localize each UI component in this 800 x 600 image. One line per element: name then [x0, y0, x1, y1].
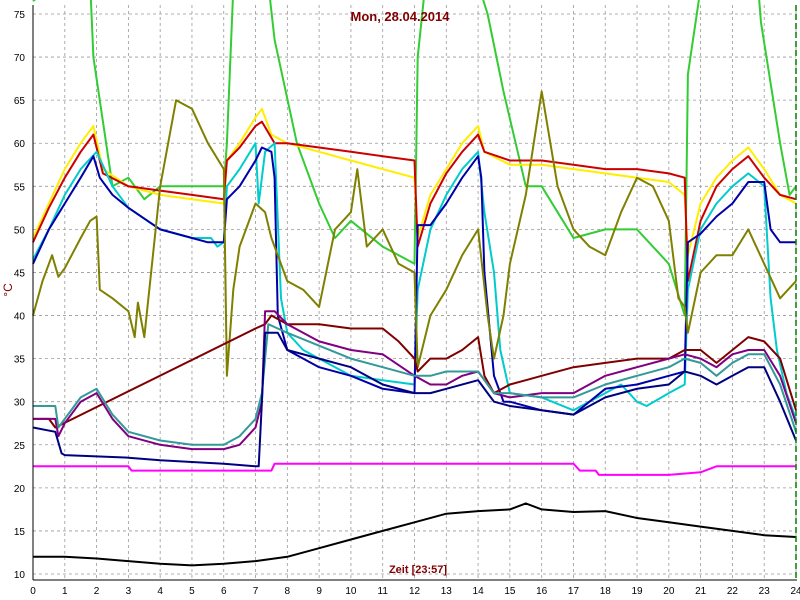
y-tick-label: 45: [14, 268, 26, 279]
y-tick-label: 70: [14, 53, 26, 64]
x-tick-label: 16: [536, 586, 548, 597]
series-line-4: [32, 142, 797, 420]
y-tick-label: 10: [14, 570, 26, 581]
series-group: [32, 0, 797, 567]
x-tick-label: 5: [189, 586, 195, 597]
x-tick-label: 14: [473, 586, 485, 597]
y-tick-label: 20: [14, 484, 26, 495]
x-tick-label: 2: [94, 586, 100, 597]
x-tick-label: 18: [600, 586, 612, 597]
y-tick-label: 75: [14, 10, 26, 21]
y-tick-label: 55: [14, 182, 26, 193]
y-tick-label: 25: [14, 441, 26, 452]
y-axis-label: °C: [1, 283, 15, 297]
x-tick-label: 13: [441, 586, 453, 597]
y-tick-labels: 10 15 20 25 30 35 40 45 50 55 60 65 70 75: [14, 10, 26, 581]
x-tick-label: 10: [345, 586, 357, 597]
series-line-9: [33, 323, 797, 446]
x-tick-label: 23: [759, 586, 771, 597]
x-axis-label: Zeit [23:57]: [389, 564, 447, 576]
y-tick-label: 60: [14, 139, 26, 150]
x-tick-label: 12: [409, 586, 421, 597]
x-tick-label: 0: [30, 586, 36, 597]
x-tick-label: 9: [316, 586, 322, 597]
x-tick-label: 11: [378, 586, 389, 597]
y-tick-label: 15: [14, 527, 26, 538]
x-tick-label: 17: [568, 586, 580, 597]
x-tick-label: 15: [504, 586, 516, 597]
x-tick-label: 7: [253, 586, 259, 597]
series-line-11: [33, 462, 796, 476]
x-tick-label: 21: [695, 586, 707, 597]
series-line-6: [32, 90, 797, 377]
x-tick-label: 8: [285, 586, 291, 597]
series-line-7: [33, 314, 797, 429]
x-tick-label: 4: [157, 586, 163, 597]
x-tick-label: 6: [221, 586, 227, 597]
y-tick-label: 40: [14, 312, 26, 323]
x-tick-label: 24: [790, 586, 800, 597]
x-tick-label: 22: [727, 586, 739, 597]
chart-title: Mon, 28.04.2014: [351, 9, 451, 24]
x-tick-labels: 0 1 2 3 4 5 6 7 8 9 10 11 12 13 14 15 16 17 18 19 20 21 22 23 24: [30, 586, 800, 597]
x-tick-label: 3: [126, 586, 132, 597]
series-line-10: [32, 331, 797, 468]
y-tick-label: 50: [14, 225, 26, 236]
series-line-8: [33, 310, 797, 451]
x-tick-label: 20: [663, 586, 675, 597]
series-line-1: [32, 0, 797, 317]
series-line-12: [33, 502, 797, 567]
x-tick-label: 19: [631, 586, 643, 597]
y-tick-label: 65: [14, 96, 26, 107]
x-tick-label: 1: [62, 586, 68, 597]
y-tick-label: 30: [14, 398, 26, 409]
y-tick-label: 35: [14, 355, 26, 366]
series-line-5: [32, 146, 796, 416]
